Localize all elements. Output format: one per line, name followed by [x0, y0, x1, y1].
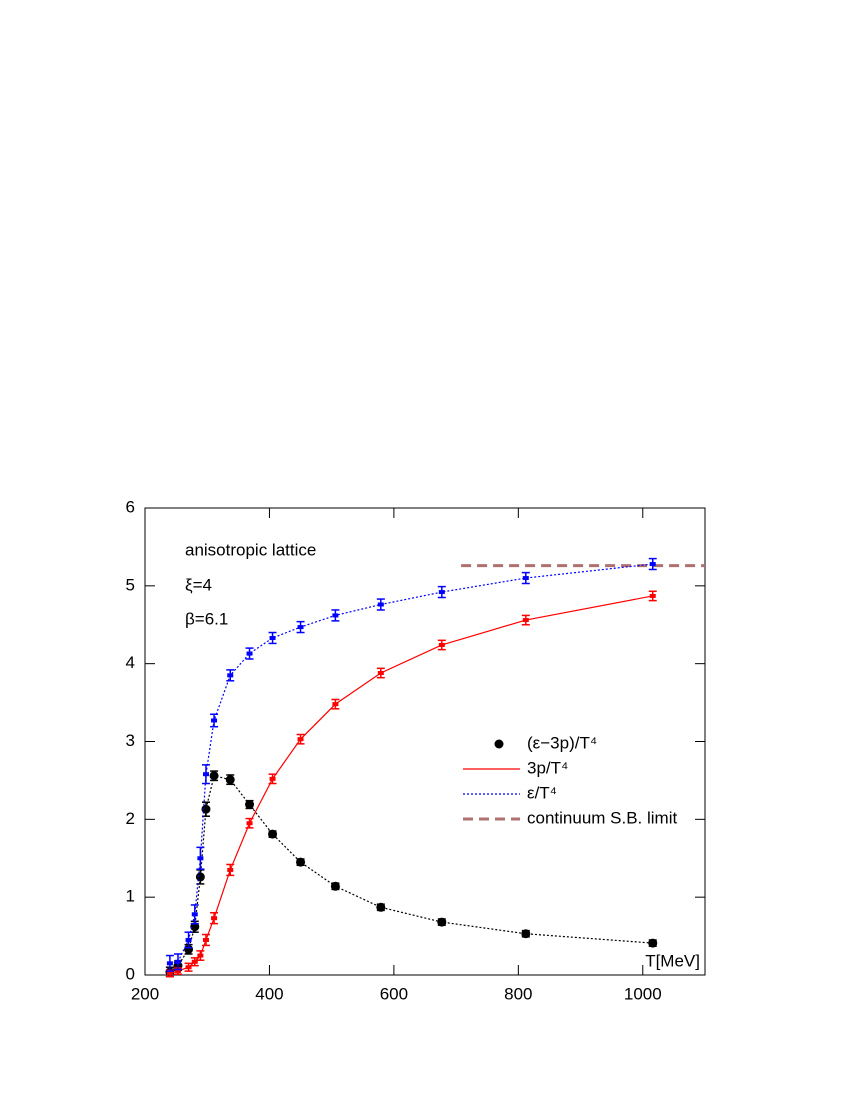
x-tick-label: 200 [131, 984, 159, 1003]
data-point [245, 817, 254, 829]
legend-marker [494, 739, 504, 749]
data-point [165, 954, 174, 972]
data-point [190, 904, 199, 925]
legend-label: continuum S.B. limit [527, 808, 677, 827]
data-point [648, 938, 658, 948]
data-point [330, 881, 340, 891]
series-line [169, 595, 653, 975]
data-point [225, 774, 235, 786]
data-point [210, 911, 219, 925]
data-point [376, 902, 386, 912]
data-point [648, 557, 657, 571]
data-point [245, 647, 254, 660]
data-point [195, 869, 205, 885]
data-point [296, 620, 305, 634]
series-line [169, 563, 653, 964]
data-point [209, 770, 219, 782]
y-tick-label: 0 [126, 964, 135, 983]
data-point [521, 614, 530, 626]
data-point [201, 933, 210, 947]
data-point [437, 917, 447, 927]
data-point [331, 609, 340, 622]
data-point [268, 773, 277, 785]
data-point [331, 698, 340, 710]
data-point [296, 733, 305, 745]
data-point [437, 639, 446, 651]
x-tick-label: 400 [255, 984, 283, 1003]
data-point [226, 863, 235, 877]
data-point [190, 957, 199, 967]
data-point [210, 713, 219, 728]
data-point [648, 590, 657, 602]
y-tick-label: 3 [126, 731, 135, 750]
data-point [173, 953, 182, 971]
legend-label: 3p/T⁴ [527, 758, 568, 777]
data-point [268, 829, 278, 839]
data-point [184, 962, 193, 972]
data-point [521, 571, 530, 585]
data-point [184, 931, 193, 949]
legend-label: ε/T⁴ [527, 783, 557, 802]
legend-label: (ε−3p)/T⁴ [527, 733, 597, 752]
data-point [201, 764, 210, 785]
y-tick-label: 5 [126, 575, 135, 594]
x-tick-label: 600 [380, 984, 408, 1003]
x-tick-label: 800 [504, 984, 532, 1003]
data-point [376, 598, 385, 611]
data-point [226, 669, 235, 682]
y-tick-label: 2 [126, 809, 135, 828]
annotation: β=6.1 [185, 609, 228, 628]
data-point [268, 631, 277, 645]
x-axis-label: T[MeV] [645, 951, 700, 970]
data-point [296, 857, 306, 867]
data-point [196, 846, 205, 870]
x-tick-label: 1000 [624, 984, 662, 1003]
y-tick-label: 6 [126, 497, 135, 516]
data-point [437, 585, 446, 599]
data-point [521, 929, 531, 939]
data-point [196, 950, 205, 961]
plot-frame [144, 507, 706, 976]
annotation: ξ=4 [185, 575, 212, 594]
data-point [376, 667, 385, 679]
y-tick-label: 4 [126, 653, 135, 672]
data-point [201, 801, 211, 817]
data-point [245, 799, 255, 810]
series-line [169, 775, 653, 973]
y-tick-label: 1 [126, 887, 135, 906]
annotation: anisotropic lattice [185, 540, 316, 559]
